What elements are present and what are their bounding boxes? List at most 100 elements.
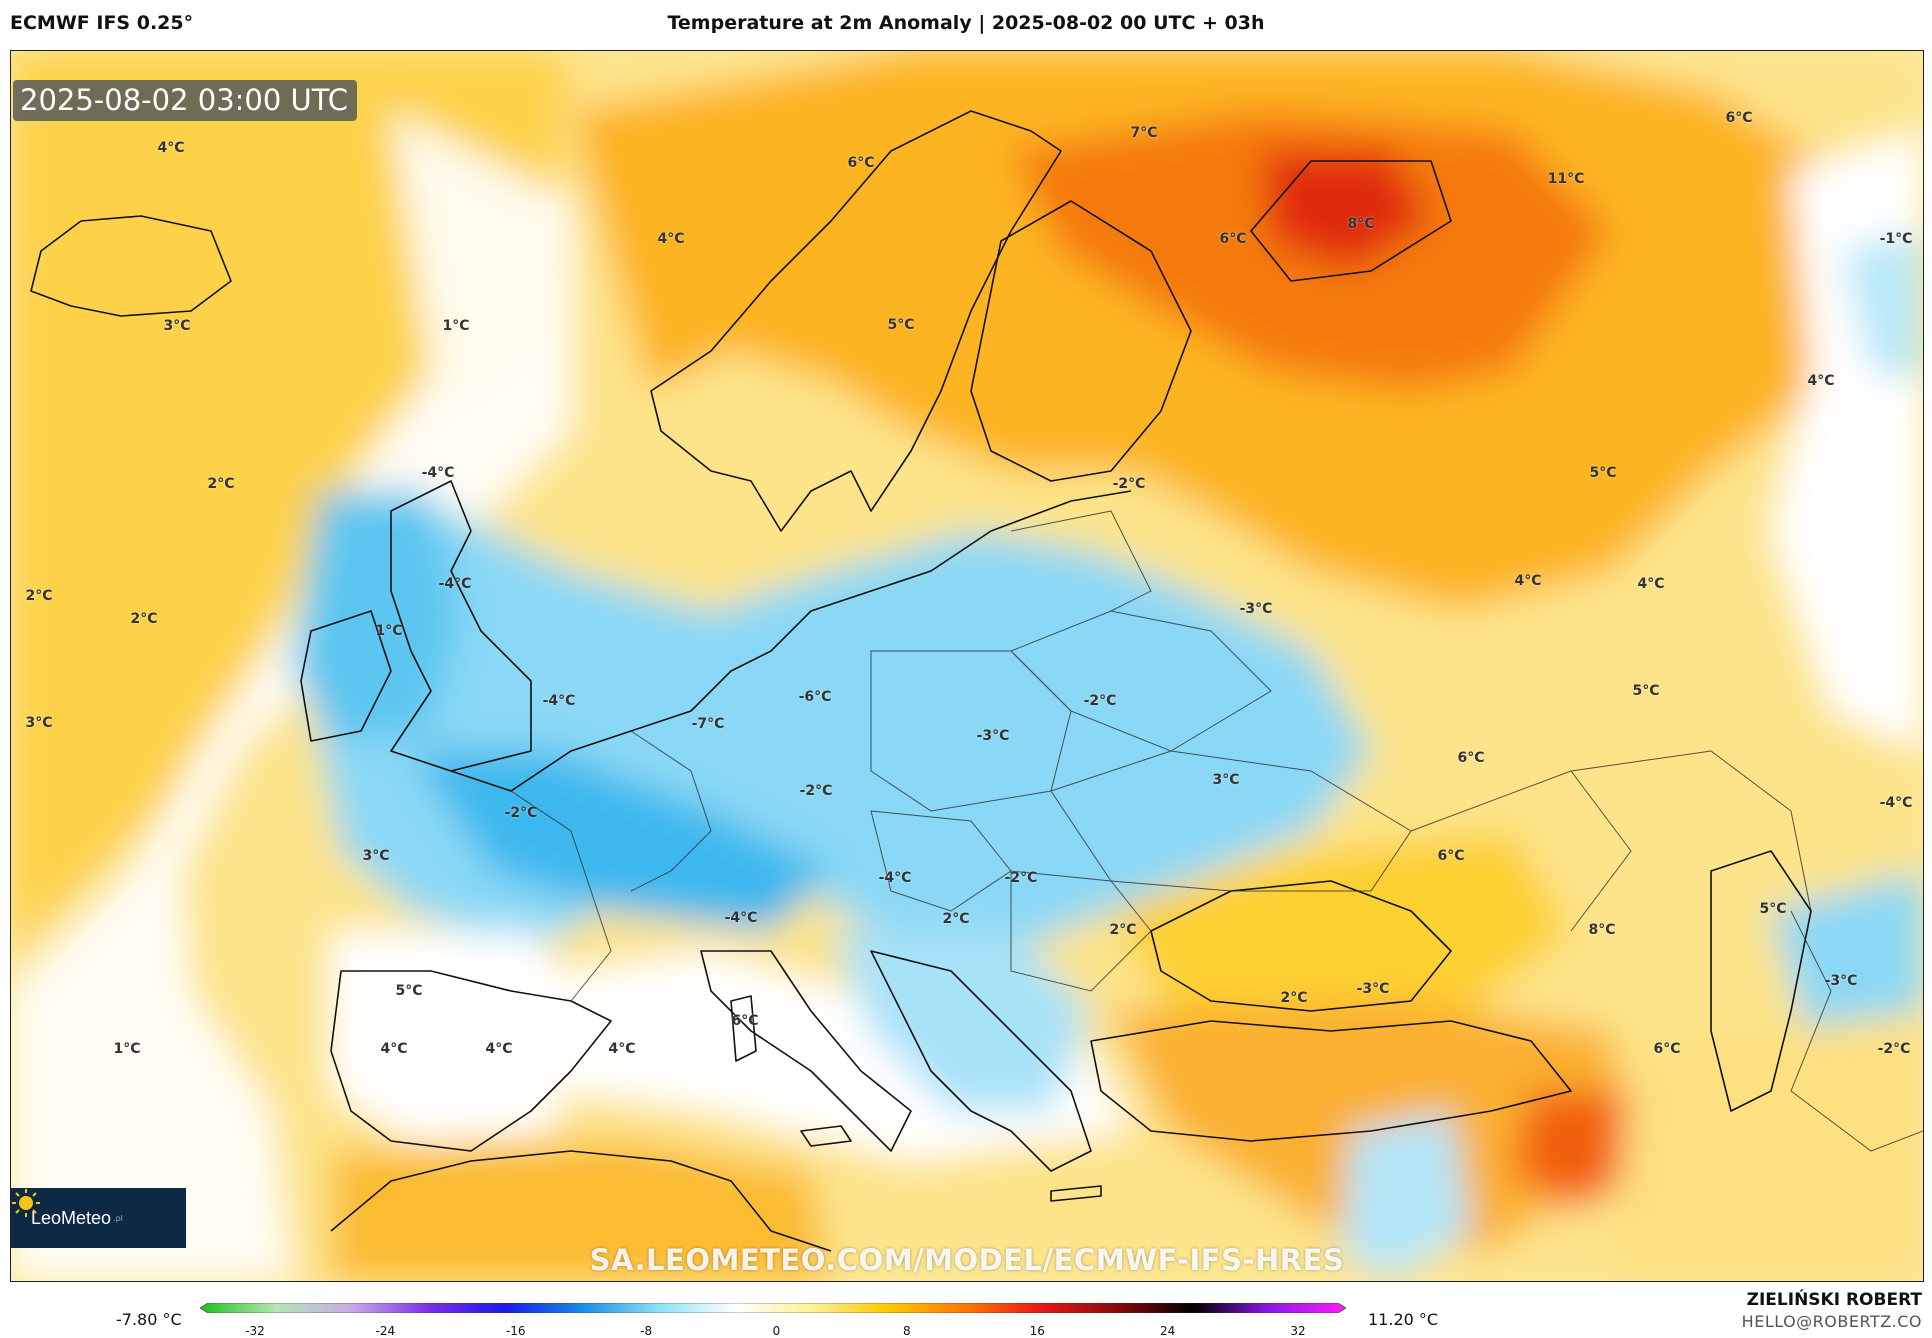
contour-label: -3°C xyxy=(1356,981,1390,997)
colorbar-tick: 32 xyxy=(1290,1324,1306,1338)
contour-label: 3°C xyxy=(25,715,53,731)
model-name: ECMWF IFS 0.25° xyxy=(10,12,194,34)
crete-outline xyxy=(1050,1185,1102,1202)
colorbar-gradient xyxy=(200,1303,1346,1313)
balkans-blue xyxy=(831,931,1091,1111)
colorbar-tick: -24 xyxy=(375,1324,396,1338)
contour-label: 4°C xyxy=(1807,373,1835,389)
contour-label: 3°C xyxy=(362,848,390,864)
contour-label: 5°C xyxy=(887,317,915,333)
contour-label: 4°C xyxy=(1514,573,1542,589)
contour-label: 5°C xyxy=(1589,465,1617,481)
contour-label: -2°C xyxy=(1083,693,1117,709)
east-blue xyxy=(1841,231,1923,381)
atlantic-white-band xyxy=(11,111,571,1281)
turkey-outline xyxy=(1090,1020,1572,1142)
colorbar-tick: 0 xyxy=(772,1324,781,1338)
sicily-outline xyxy=(800,1125,852,1147)
contour-label: 6°C xyxy=(731,1013,759,1029)
contour-label: 2°C xyxy=(130,611,158,627)
italy-outline xyxy=(700,950,912,1152)
contour-label: -4°C xyxy=(878,870,912,886)
kola-deep-red xyxy=(1261,151,1431,271)
levant-blue xyxy=(1341,1111,1471,1281)
leometeo-logo: LeoMeteo .pl xyxy=(11,1188,186,1248)
border-ukraine xyxy=(1050,750,1412,892)
contour-label: 5°C xyxy=(395,983,423,999)
finland-outline xyxy=(970,200,1192,482)
colorbar-tick: -8 xyxy=(640,1324,653,1338)
balkans-outline xyxy=(870,950,1092,1172)
contour-label: 3°C xyxy=(1212,772,1240,788)
contour-label: -4°C xyxy=(724,910,758,926)
alps-blue xyxy=(411,751,831,931)
contour-label: 8°C xyxy=(1347,216,1375,232)
colorbar-tick: 8 xyxy=(903,1324,911,1338)
contour-label: 4°C xyxy=(657,231,685,247)
sun-icon xyxy=(12,1189,40,1217)
contour-label: -2°C xyxy=(799,783,833,799)
colorbar-tick: 24 xyxy=(1159,1324,1176,1338)
contour-label: 6°C xyxy=(1437,848,1465,864)
anatolia-hot xyxy=(1511,1091,1651,1211)
contour-label: 4°C xyxy=(608,1041,636,1057)
chart-title: Temperature at 2m Anomaly | 2025-08-02 0… xyxy=(667,12,1265,34)
colorbar xyxy=(200,1303,1346,1313)
contour-label: 1°C xyxy=(442,318,470,334)
colorbar-tick: 16 xyxy=(1029,1324,1045,1338)
contour-label: -3°C xyxy=(976,728,1010,744)
contour-label: 6°C xyxy=(1219,231,1247,247)
map-fill xyxy=(11,51,1923,1281)
border-baltics xyxy=(1010,510,1152,612)
watermark-url: SA.LEOMETEO.COM/MODEL/ECMWF-IFS-HRES xyxy=(589,1243,1345,1277)
logo-suffix: .pl xyxy=(113,1213,123,1223)
contour-label: 5°C xyxy=(1632,683,1660,699)
blacksea-outline xyxy=(1150,880,1452,1012)
contour-label: 2°C xyxy=(207,476,235,492)
contour-label: -7°C xyxy=(691,716,725,732)
contour-label: -2°C xyxy=(504,805,538,821)
contour-label: 6°C xyxy=(1653,1041,1681,1057)
contour-label: 2°C xyxy=(1280,990,1308,1006)
contour-label: 6°C xyxy=(847,155,875,171)
sardinia-outline xyxy=(730,995,757,1062)
blacksea-yellow xyxy=(1111,831,1571,1031)
ireland-outline xyxy=(300,610,392,742)
coastlines xyxy=(30,110,1812,1252)
contour-label: 4°C xyxy=(157,140,185,156)
anomaly-map: 2025-08-02 03:00 UTC 4°C 4°C 3°C 1°C 2°C… xyxy=(10,50,1924,1282)
contour-label: 2°C xyxy=(1109,922,1137,938)
iberia-outline xyxy=(330,970,612,1152)
contour-label: -3°C xyxy=(1239,601,1273,617)
caspian-outline xyxy=(1710,850,1812,1112)
southeast-yellow xyxy=(1611,1011,1923,1281)
kola-outline xyxy=(1250,160,1452,282)
contour-label: -3°C xyxy=(1824,973,1858,989)
border-iran xyxy=(1790,910,1923,1152)
contour-label: -2°C xyxy=(1877,1041,1911,1057)
author-name: ZIELIŃSKI ROBERT xyxy=(1746,1290,1922,1310)
turkey-orange xyxy=(1111,1001,1631,1251)
scandinavia-outline xyxy=(650,110,1062,532)
contour-label: 11°C xyxy=(1547,171,1585,187)
uk-blue xyxy=(291,491,461,741)
caspian-blue xyxy=(1771,871,1923,1051)
border-russia-south xyxy=(1410,770,1632,932)
border-france xyxy=(510,790,612,1002)
contour-label: 4°C xyxy=(485,1041,513,1057)
contour-label: 7°C xyxy=(1130,125,1158,141)
border-kazakhstan xyxy=(1570,750,1812,912)
contour-label: -4°C xyxy=(438,576,472,592)
contour-label: -1°C xyxy=(1879,231,1913,247)
contour-label: 5°C xyxy=(1759,901,1787,917)
contour-label: 4°C xyxy=(380,1041,408,1057)
contour-label: 3°C xyxy=(163,318,191,334)
contour-label: 6°C xyxy=(1457,750,1485,766)
contour-label: 2°C xyxy=(942,911,970,927)
border-romania xyxy=(1010,870,1152,992)
forecast-timestamp: 2025-08-02 03:00 UTC xyxy=(13,80,358,121)
britain-outline xyxy=(390,480,532,772)
contour-label: -4°C xyxy=(542,693,576,709)
contour-label: 4°C xyxy=(1637,576,1665,592)
iceland-outline xyxy=(30,215,232,317)
